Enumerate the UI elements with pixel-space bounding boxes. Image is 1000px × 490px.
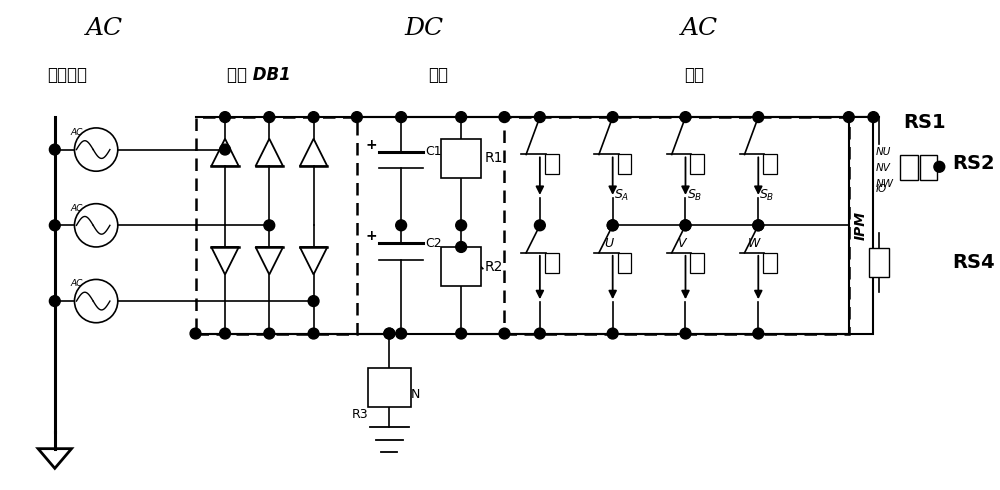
Circle shape (220, 144, 230, 155)
Circle shape (308, 328, 319, 339)
Text: C1: C1 (425, 145, 441, 158)
Text: R3: R3 (352, 408, 369, 421)
Circle shape (843, 112, 854, 122)
Bar (504, 117, 849, 334)
Circle shape (680, 328, 691, 339)
Circle shape (868, 112, 879, 122)
Bar (690, 253, 704, 272)
Circle shape (220, 328, 230, 339)
Text: +: + (366, 138, 377, 151)
Bar (618, 154, 631, 174)
Circle shape (456, 328, 467, 339)
Text: 整流 DB1: 整流 DB1 (227, 66, 290, 84)
Text: R1: R1 (485, 151, 503, 166)
Circle shape (384, 328, 395, 339)
Bar (441, 139, 481, 178)
Circle shape (220, 112, 230, 122)
Text: 交流输入: 交流输入 (48, 66, 88, 84)
Circle shape (456, 242, 467, 252)
Circle shape (534, 328, 545, 339)
Circle shape (753, 220, 764, 231)
Text: NW: NW (875, 179, 893, 189)
Bar (545, 154, 559, 174)
Bar (763, 154, 777, 174)
Text: 逆变: 逆变 (684, 66, 704, 84)
Text: DC: DC (404, 17, 443, 40)
Circle shape (49, 295, 60, 306)
Text: V: V (677, 237, 686, 250)
Circle shape (753, 112, 764, 122)
Text: NV: NV (875, 163, 890, 173)
Circle shape (190, 328, 201, 339)
Text: 滤波: 滤波 (429, 66, 449, 84)
Bar (196, 117, 357, 334)
Text: $S_{B}$: $S_{B}$ (759, 188, 775, 203)
Text: AC: AC (70, 203, 83, 213)
Circle shape (264, 220, 275, 231)
Text: C2: C2 (425, 237, 441, 249)
Circle shape (607, 112, 618, 122)
Circle shape (49, 144, 60, 155)
Circle shape (456, 112, 467, 122)
Circle shape (534, 220, 545, 231)
Bar (849, 117, 873, 334)
Circle shape (753, 328, 764, 339)
Circle shape (456, 220, 467, 231)
Text: W: W (748, 237, 761, 250)
Text: R2: R2 (485, 260, 503, 273)
Bar (763, 253, 777, 272)
Text: N: N (411, 388, 420, 401)
Circle shape (308, 295, 319, 306)
Circle shape (49, 220, 60, 231)
Text: IO: IO (875, 184, 887, 195)
Circle shape (384, 328, 395, 339)
Bar (441, 247, 481, 286)
Text: AC: AC (85, 17, 123, 40)
Text: RS4: RS4 (952, 253, 995, 272)
Text: $S_{B}$: $S_{B}$ (687, 188, 702, 203)
Bar (920, 155, 937, 179)
Text: RS1: RS1 (903, 113, 946, 131)
Circle shape (308, 112, 319, 122)
Circle shape (396, 328, 407, 339)
Circle shape (499, 328, 510, 339)
Circle shape (680, 220, 691, 231)
Text: AC: AC (70, 128, 83, 137)
Bar (545, 253, 559, 272)
Bar (690, 154, 704, 174)
Circle shape (396, 220, 407, 231)
Circle shape (680, 220, 691, 231)
Text: U: U (604, 237, 613, 250)
Circle shape (607, 220, 618, 231)
Circle shape (396, 112, 407, 122)
Text: +: + (366, 229, 377, 243)
Bar (869, 248, 889, 277)
Text: IPM: IPM (854, 211, 868, 240)
Text: AC: AC (681, 17, 718, 40)
Circle shape (680, 112, 691, 122)
Circle shape (264, 112, 275, 122)
Circle shape (753, 220, 764, 231)
Text: $S_{A}$: $S_{A}$ (614, 188, 629, 203)
Circle shape (264, 328, 275, 339)
Circle shape (534, 112, 545, 122)
Text: NU: NU (875, 147, 891, 156)
Circle shape (351, 112, 362, 122)
Bar (900, 155, 918, 179)
Circle shape (499, 112, 510, 122)
Text: AC: AC (70, 279, 83, 288)
Text: RS2: RS2 (952, 154, 995, 173)
Bar (368, 368, 411, 407)
Circle shape (607, 328, 618, 339)
Circle shape (934, 161, 945, 172)
Circle shape (607, 220, 618, 231)
Bar (618, 253, 631, 272)
